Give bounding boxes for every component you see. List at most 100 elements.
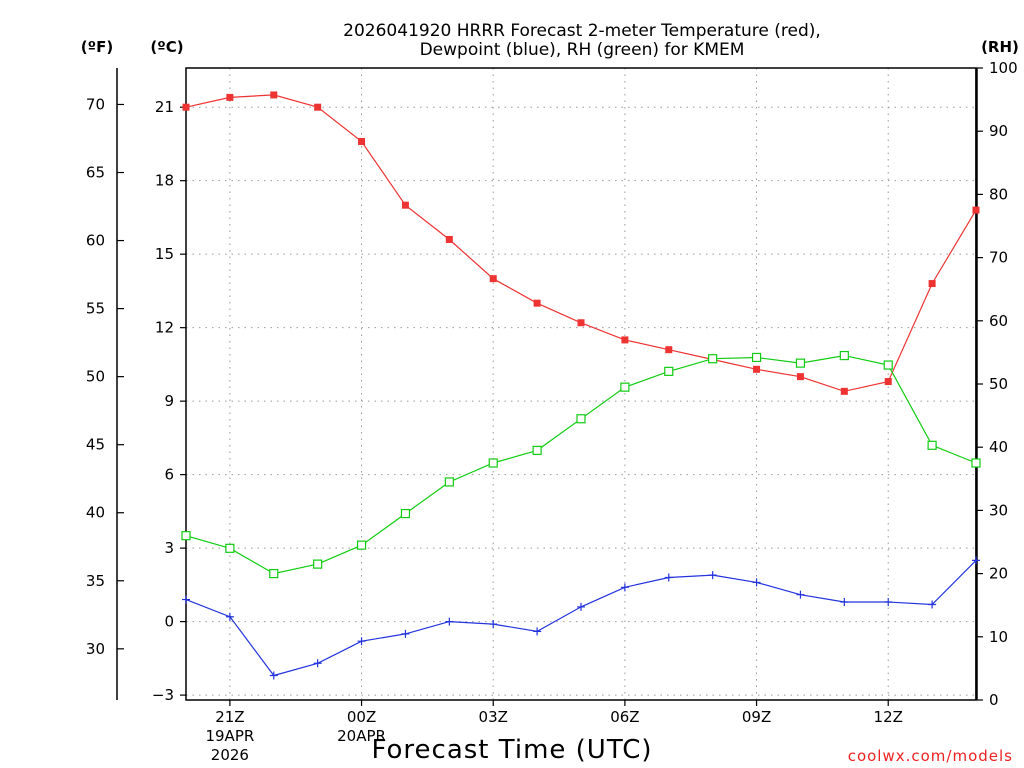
dewpoint-marker [533, 627, 542, 636]
rh-marker [313, 559, 323, 569]
rh-marker [708, 354, 718, 364]
2-meter-temperature-marker [928, 280, 936, 288]
2-meter-temperature-marker [753, 365, 761, 373]
rh-marker [356, 540, 367, 550]
fahrenheit-axis-header: (ºF) [81, 38, 113, 56]
x-tick-label: 21Z [215, 708, 244, 726]
x-tick-label: 03Z [479, 708, 508, 726]
dewpoint-marker [620, 583, 629, 592]
celsius-tick-label: 6 [164, 466, 174, 484]
fahrenheit-tick-label: 50 [86, 368, 105, 386]
2-meter-temperature-marker [972, 206, 980, 214]
fahrenheit-tick-label: 30 [86, 640, 105, 658]
rh-marker [971, 458, 981, 468]
2-meter-temperature-marker [182, 103, 190, 111]
celsius-tick-label: 15 [155, 245, 174, 263]
rh-tick-label: 10 [989, 628, 1008, 646]
celsius-axis-header: (ºC) [150, 38, 183, 56]
celsius-tick-label: 18 [155, 172, 174, 190]
fahrenheit-tick-label: 65 [86, 164, 105, 182]
2-meter-temperature-marker [796, 373, 804, 381]
x-tick-label: 09Z [742, 708, 771, 726]
fahrenheit-tick-label: 40 [86, 504, 105, 522]
rh-marker [225, 543, 235, 553]
rh-tick-label: 80 [989, 185, 1008, 203]
rh-marker [576, 414, 586, 424]
2-meter-temperature-marker [401, 201, 409, 209]
rh-marker [839, 350, 849, 361]
rh-tick-label: 100 [989, 59, 1018, 77]
credit-text: coolwx.com/models [848, 747, 1013, 765]
rh-tick-label: 0 [989, 691, 999, 709]
fahrenheit-tick-label: 60 [86, 232, 105, 250]
2-meter-temperature-marker [445, 235, 453, 243]
rh-tick-label: 70 [989, 249, 1008, 267]
2-meter-temperature-marker [226, 93, 234, 101]
chart-title-line-1: 2026041920 HRRR Forecast 2-meter Tempera… [343, 21, 821, 41]
rh-marker [927, 440, 937, 450]
fahrenheit-tick-label: 45 [86, 436, 105, 454]
rh-marker [620, 382, 630, 392]
rh-tick-label: 20 [989, 565, 1008, 583]
rh-axis-header: (RH) [981, 38, 1019, 56]
rh-tick-label: 90 [989, 122, 1008, 140]
dewpoint-marker [182, 595, 190, 604]
dewpoint-marker [313, 659, 322, 668]
dewpoint-marker [752, 578, 761, 587]
rh-marker [444, 477, 454, 487]
rh-marker [400, 508, 411, 519]
celsius-tick-label: 12 [155, 319, 174, 337]
2-meter-temperature-marker [270, 91, 278, 99]
x-axis-title: Forecast Time (UTC) [371, 735, 652, 765]
2-meter-temperature-marker [489, 275, 497, 283]
rh-tick-label: 30 [989, 501, 1008, 519]
data-series [181, 91, 981, 680]
celsius-tick-label: −3 [152, 686, 174, 704]
2-meter-temperature-marker [577, 319, 585, 327]
2-meter-temperature-marker [621, 336, 629, 344]
2-meter-temperature-marker [665, 346, 673, 354]
2-meter-temperature-marker [358, 137, 366, 145]
celsius-tick-label: 21 [155, 98, 174, 116]
celsius-tick-label: 0 [164, 613, 174, 631]
x-tick-label: 12Z [874, 708, 903, 726]
rh-marker [751, 352, 762, 363]
grid-lines [186, 68, 976, 700]
dewpoint-marker [225, 612, 234, 621]
rh-tick-label: 40 [989, 438, 1008, 456]
rh-tick-label: 60 [989, 312, 1008, 330]
dewpoint-marker [489, 620, 498, 629]
chart-title-line-2: Dewpoint (blue), RH (green) for KMEM [420, 40, 745, 60]
celsius-tick-label: 9 [164, 392, 174, 410]
rh-tick-label: 50 [989, 375, 1008, 393]
2-meter-temperature-marker [314, 103, 322, 111]
dewpoint-marker [577, 602, 585, 611]
dewpoint-marker [269, 671, 278, 680]
dewpoint-marker [884, 598, 893, 607]
celsius-tick-label: 3 [164, 539, 174, 557]
x-date-label: 19APR [205, 727, 254, 745]
rh-marker [664, 366, 674, 376]
dewpoint-marker [840, 598, 849, 607]
rh-marker [883, 360, 893, 370]
rh-marker [269, 568, 279, 579]
dewpoint-marker [928, 600, 937, 609]
dewpoint-marker [357, 637, 366, 646]
dewpoint-marker [401, 629, 410, 638]
fahrenheit-tick-label: 55 [86, 300, 105, 318]
dewpoint-marker [664, 573, 673, 582]
fahrenheit-tick-label: 35 [86, 572, 105, 590]
dewpoint-marker [972, 556, 980, 565]
rh-marker [488, 458, 498, 468]
x-date-label: 20APR [337, 727, 386, 745]
rh-marker [181, 531, 191, 541]
x-tick-label: 06Z [610, 708, 639, 726]
2-meter-temperature-marker [533, 299, 541, 307]
2-meter-temperature-marker [884, 378, 892, 386]
dewpoint-marker [796, 590, 805, 599]
fahrenheit-tick-label: 70 [86, 95, 105, 113]
x-year-label: 2026 [211, 746, 249, 764]
